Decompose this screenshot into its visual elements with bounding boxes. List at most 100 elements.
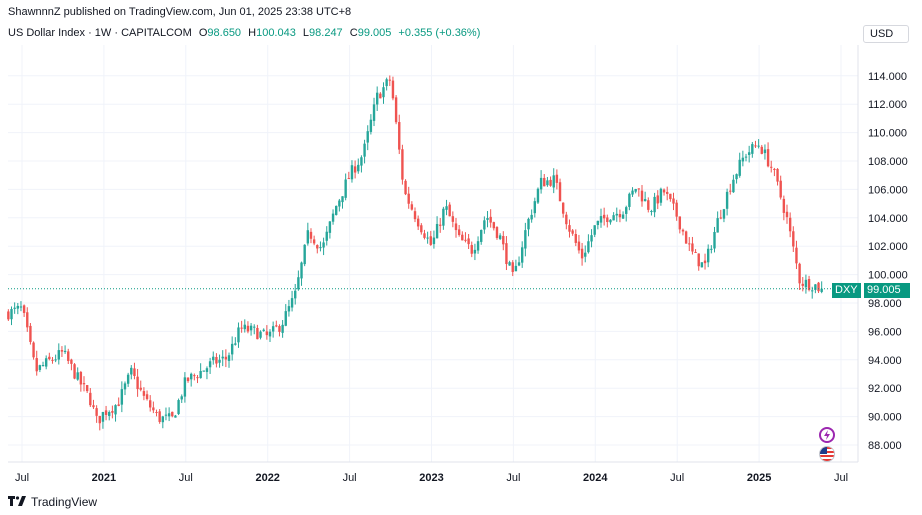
candle-body [196,377,199,379]
candle-body [666,191,669,194]
candle-body [401,149,404,180]
candle-body [703,260,707,264]
candle-body [568,225,571,232]
close-key: C [349,27,358,39]
candle-body [126,374,130,384]
candle-body [117,404,120,406]
candle-body [502,236,505,245]
candle-body [596,220,600,226]
candle-body [13,307,16,309]
candle-body [26,312,29,328]
candle-body [79,372,83,385]
published-by-line: ShawnnnZ published on TradingView.com, J… [8,6,352,18]
candle-body [741,157,745,162]
candle-body [331,213,335,222]
candle-body [158,411,161,422]
candle-body [615,213,618,216]
candle-body [385,79,388,87]
candle-body [546,180,549,186]
candle-body [770,166,773,168]
candle-body [133,368,136,376]
close-value: 99.005 [357,27,392,39]
candle-body [773,168,776,170]
candle-body [275,325,278,327]
candle-body [372,104,376,121]
x-tick-label: Jul [506,472,520,484]
candle-body [776,168,779,182]
candle-body [612,215,615,221]
candle-body [530,214,533,220]
candle-body [98,415,101,424]
candle-body [467,238,470,245]
candle-body [420,225,423,233]
candle-body [347,178,351,180]
candle-body [643,199,647,202]
candle-body [218,359,221,363]
candle-body [722,209,726,219]
candle-body [555,174,559,183]
candle-body [256,327,259,340]
candle-body [70,359,73,364]
candle-body [558,182,562,202]
candle-body [294,290,297,299]
candle-body [587,241,590,253]
candle-body [306,230,310,244]
x-tick-label: 2021 [92,472,116,484]
us-flag-event-icon[interactable] [819,446,835,462]
candle-body [328,221,332,233]
y-tick-label: 108.000 [868,156,908,168]
candle-body [300,262,303,279]
y-tick-label: 102.000 [868,241,908,253]
candle-body [142,391,146,396]
candle-body [123,383,127,390]
last-price-tag: 99.005 [864,283,910,298]
candle-body [278,326,281,332]
x-tick-label: 2022 [255,472,279,484]
candle-body [650,211,653,213]
y-tick-label: 114.000 [868,71,907,83]
candle-body [647,200,650,210]
candle-body [171,411,174,417]
candle-body [16,305,20,309]
y-tick-label: 94.000 [868,355,902,367]
candle-body [35,358,38,372]
open-key: O [198,27,208,39]
low-key: L [302,27,310,39]
candle-body [363,143,366,157]
candle-body [114,405,117,415]
candle-body [637,188,641,190]
candle-body [628,193,631,207]
candle-body [344,179,347,198]
candle-body [621,214,625,219]
candle-body [174,415,177,418]
candle-body [108,412,111,416]
candle-body [262,329,265,331]
x-tick-label: 2024 [583,472,608,484]
candle-body [29,325,32,342]
candle-body [729,190,732,192]
candle-body [536,188,540,203]
candle-body [792,231,795,247]
candle-body [549,179,552,186]
y-tick-label: 104.000 [868,213,908,225]
candle-body [22,305,26,313]
candle-body [442,208,445,226]
candle-body [164,414,168,416]
candle-body [584,252,587,257]
y-tick-label: 88.000 [868,440,902,452]
candle-body [350,165,354,180]
candle-body [675,202,678,217]
flash-event-icon[interactable] [819,427,835,443]
candle-body [51,359,54,361]
candle-body [498,235,502,239]
candle-body [297,277,300,290]
candle-body [429,236,432,245]
candle-body [48,356,51,360]
currency-button[interactable]: USD [863,25,909,43]
candle-body [85,385,89,392]
candle-body [38,365,42,370]
candle-body [189,373,193,380]
candle-body [539,177,543,190]
candle-body [319,247,322,249]
